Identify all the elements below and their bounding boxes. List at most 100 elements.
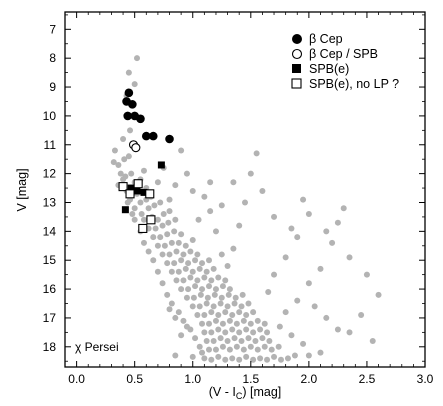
field-star-point: [110, 159, 117, 166]
legend-label-beta-cep-spb: β Cep / SPB: [309, 47, 378, 61]
field-star-point: [247, 320, 254, 327]
x-tick-label: 1.0: [184, 372, 201, 386]
field-star-point: [212, 346, 219, 353]
y-tick-label: 9: [49, 80, 56, 94]
y-tick-label: 12: [43, 167, 57, 181]
field-star-point: [229, 312, 236, 319]
field-star-point: [172, 352, 179, 359]
field-star-point: [334, 219, 341, 226]
field-star-point: [208, 277, 215, 284]
field-star-point: [346, 329, 353, 336]
field-star-point: [282, 254, 289, 261]
beta-cep-spb-point: [131, 143, 141, 153]
field-star-point: [157, 199, 164, 206]
field-star-point: [294, 297, 301, 304]
field-star-point: [259, 335, 266, 342]
field-star-point: [183, 294, 190, 301]
field-star-point: [206, 320, 212, 327]
y-tick-label: 15: [43, 253, 57, 267]
field-star-point: [268, 346, 275, 353]
y-axis-title: V [mag]: [15, 168, 29, 211]
beta-cep-point: [141, 131, 151, 141]
field-star-point: [230, 245, 237, 252]
field-star-point: [254, 317, 261, 324]
field-star-point: [271, 271, 278, 278]
field-star-point: [201, 329, 208, 336]
field-star-point: [166, 306, 173, 313]
field-star-point: [231, 335, 238, 342]
field-star-point: [242, 199, 248, 206]
field-star-point: [217, 300, 224, 307]
spb-e-no-lp-point: [118, 182, 128, 192]
field-star-point: [208, 309, 215, 316]
legend-marker-spb-e: [292, 64, 301, 73]
field-star-point: [164, 260, 171, 267]
field-star-point: [199, 320, 206, 327]
field-star-point: [266, 338, 273, 345]
field-star-point: [206, 257, 212, 264]
field-star-point: [294, 234, 301, 241]
field-star-point: [215, 312, 222, 319]
field-star-point: [145, 205, 152, 212]
field-star-point: [175, 239, 182, 246]
field-star-point: [317, 265, 324, 272]
field-star-point: [250, 356, 257, 363]
field-star-point: [261, 343, 268, 350]
field-star-point: [247, 343, 254, 350]
field-star-point: [185, 286, 192, 293]
field-star-point: [159, 280, 166, 287]
field-star-point: [288, 332, 295, 339]
field-star-point: [212, 228, 219, 235]
field-star-point: [204, 294, 211, 301]
field-star-point: [152, 225, 159, 232]
field-star-point: [168, 268, 175, 275]
field-star-point: [178, 286, 185, 293]
field-star-point: [334, 326, 341, 333]
field-star-point: [166, 251, 173, 258]
field-star-point: [199, 286, 206, 293]
field-star-point: [219, 320, 226, 327]
field-star-point: [212, 317, 219, 324]
field-star-point: [187, 326, 194, 333]
y-tick-label: 17: [43, 311, 57, 325]
field-star-point: [261, 320, 268, 327]
field-star-point: [183, 170, 190, 177]
axis-ticks: 0.0 0.5 1.0 1.5 2.0 2.5 3.0 7 8 9 10 11 12 13 14 15 16 17…: [43, 12, 434, 386]
field-star-point: [124, 199, 131, 206]
x-tick-label: 2.5: [359, 372, 376, 386]
y-tick-label: 16: [43, 282, 57, 296]
legend-label-spb-e: SPB(e): [309, 62, 349, 76]
x-tick-label: 0.5: [126, 372, 143, 386]
spb-e-point: [157, 161, 165, 169]
x-tick-label: 2.0: [301, 372, 318, 386]
field-star-point: [189, 268, 196, 275]
field-star-point: [264, 329, 271, 336]
field-star-point: [210, 338, 217, 345]
field-star-point: [140, 239, 147, 246]
field-star-point: [245, 335, 252, 342]
field-star-point: [150, 257, 157, 264]
beta-cep-point: [128, 100, 137, 109]
field-star-point: [131, 81, 138, 88]
field-star-point: [215, 353, 222, 360]
field-star-point: [182, 265, 189, 272]
field-star-point: [253, 150, 260, 157]
field-star-point: [150, 234, 157, 241]
field-star-point: [164, 291, 171, 298]
field-star-point: [172, 314, 179, 321]
field-star-point: [282, 309, 289, 316]
field-star-point: [375, 291, 382, 298]
legend: β Cep β Cep / SPB SPB(e) SPB(e), no LP ?: [291, 32, 399, 91]
field-star-point: [194, 251, 201, 258]
y-tick-label: 11: [44, 138, 57, 152]
field-star-point: [196, 303, 203, 310]
field-star-point: [245, 300, 252, 307]
field-star-point: [197, 291, 204, 298]
x-tick-label: 0.0: [68, 372, 85, 386]
field-star-point: [259, 187, 266, 194]
field-star-point: [247, 170, 254, 177]
field-star-point: [171, 228, 178, 235]
field-star-point: [187, 274, 194, 281]
field-star-point: [257, 355, 264, 362]
field-star-point: [189, 237, 196, 244]
